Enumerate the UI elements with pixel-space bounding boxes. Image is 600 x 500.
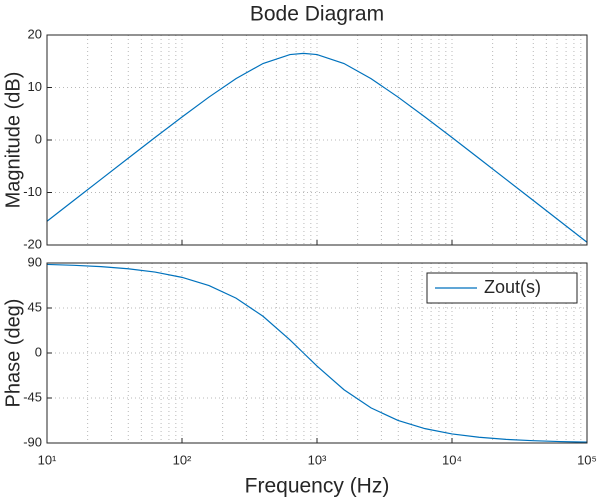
x-tick-label: 10¹ (38, 452, 57, 467)
y-tick-label: 45 (28, 299, 42, 314)
x-axis-label: Frequency (Hz) (245, 475, 390, 498)
x-tick-label: 10³ (308, 452, 327, 467)
y-tick-label: -90 (23, 434, 42, 449)
y-axis-label: Phase (deg) (2, 299, 24, 408)
y-tick-label: 0 (35, 131, 42, 146)
plot-frame (46, 262, 588, 444)
y-axis-label: Magnitude (dB) (2, 72, 24, 209)
chart-title: Bode Diagram (250, 3, 384, 26)
y-tick-label: -10 (23, 184, 42, 199)
y-tick-label: 10 (28, 79, 42, 94)
plot-frame (46, 34, 588, 246)
x-tick-label: 10² (173, 452, 192, 467)
line-series (46, 52, 588, 243)
line-series (46, 263, 588, 443)
y-tick-label: -20 (23, 236, 42, 251)
legend-label: Zout(s) (484, 277, 541, 297)
y-tick-label: 20 (28, 26, 42, 41)
y-tick-label: 90 (28, 254, 42, 269)
y-tick-label: 0 (35, 344, 42, 359)
y-tick-label: -45 (23, 389, 42, 404)
x-tick-label: 10⁵ (577, 452, 597, 467)
x-tick-label: 10⁴ (442, 452, 462, 467)
